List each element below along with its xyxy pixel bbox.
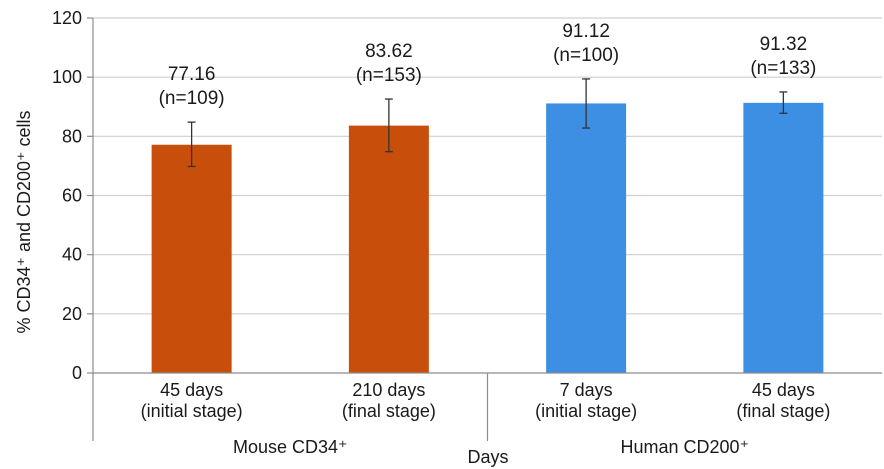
bar bbox=[151, 144, 232, 373]
category-sublabel: (initial stage) bbox=[535, 401, 637, 421]
category-label: 45 days bbox=[752, 380, 815, 400]
bar bbox=[546, 103, 627, 373]
n-label: (n=133) bbox=[750, 58, 816, 79]
category-label: 7 days bbox=[560, 380, 613, 400]
y-tick-label: 40 bbox=[62, 245, 82, 265]
category-sublabel: (final stage) bbox=[736, 401, 830, 421]
y-tick-label: 60 bbox=[62, 186, 82, 206]
group-label: Human CD200⁺ bbox=[620, 437, 749, 457]
bars bbox=[151, 102, 824, 373]
y-tick-label: 120 bbox=[52, 8, 82, 28]
y-tick-label: 100 bbox=[52, 67, 82, 87]
y-tick-label: 80 bbox=[62, 126, 82, 146]
y-tick-label: 0 bbox=[72, 363, 82, 383]
x-axis-title: Days bbox=[467, 447, 508, 467]
category-label: 210 days bbox=[352, 380, 425, 400]
value-label: 83.62 bbox=[365, 41, 413, 62]
n-label: (n=109) bbox=[159, 88, 225, 109]
error-bars bbox=[187, 78, 788, 168]
category-labels: 45 days(initial stage)210 days(final sta… bbox=[141, 380, 831, 421]
y-tick-labels: 0 20 40 60 80 100 120 bbox=[52, 8, 82, 383]
n-label: (n=100) bbox=[553, 45, 619, 66]
bar bbox=[743, 102, 824, 373]
n-label: (n=153) bbox=[356, 65, 422, 86]
category-sublabel: (final stage) bbox=[342, 401, 436, 421]
group-label: Mouse CD34⁺ bbox=[233, 437, 348, 457]
group-labels: Mouse CD34⁺ Human CD200⁺ bbox=[233, 437, 749, 457]
value-label: 91.32 bbox=[760, 34, 808, 55]
data-labels: (n=109) 77.16 (n=153) 83.62 (n=100) 91.12 (n=1… bbox=[159, 21, 817, 109]
bar bbox=[348, 125, 429, 373]
value-label: 91.12 bbox=[562, 21, 610, 42]
y-axis-title: % CD34⁺ and CD200⁺ cells bbox=[14, 110, 34, 333]
y-tick-label: 20 bbox=[62, 304, 82, 324]
value-label: 77.16 bbox=[168, 64, 216, 85]
category-sublabel: (initial stage) bbox=[141, 401, 243, 421]
axes bbox=[87, 17, 882, 441]
category-label: 45 days bbox=[160, 380, 223, 400]
